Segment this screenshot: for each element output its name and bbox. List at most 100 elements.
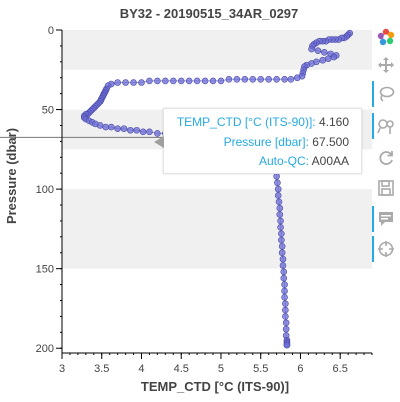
data-point [324, 55, 332, 62]
data-point [162, 77, 169, 85]
tooltip-key: Pressure [dbar]: [223, 135, 309, 149]
data-point [169, 77, 177, 85]
data-point [275, 198, 283, 206]
data-point [114, 125, 121, 132]
x-tick-label: 3.5 [94, 363, 109, 375]
data-point [273, 76, 280, 83]
data-point [278, 249, 286, 257]
data-point [154, 77, 161, 85]
data-point [114, 79, 121, 86]
data-point [274, 185, 282, 193]
y-axis-label: Pressure (dbar) [4, 128, 19, 224]
data-point [130, 79, 137, 86]
bokeh-logo-icon[interactable] [372, 24, 400, 50]
data-point [120, 125, 128, 132]
data-point [276, 204, 284, 212]
data-point [277, 224, 284, 231]
data-point [278, 243, 286, 250]
x-tick-label: 6.5 [333, 363, 348, 375]
data-point [225, 76, 233, 83]
x-tick-label: 3 [59, 363, 65, 375]
tooltip-key: TEMP_CTD [°C (ITS-90)]: [176, 115, 316, 129]
data-point [177, 77, 185, 85]
data-point [249, 76, 257, 83]
data-point [102, 123, 110, 131]
data-point [281, 294, 288, 301]
tooltip-value: A00AA [311, 154, 349, 168]
data-point [233, 76, 241, 83]
data-point [241, 76, 249, 83]
data-point [308, 45, 315, 53]
y-tick-label: 0 [48, 25, 54, 37]
data-point [217, 77, 225, 85]
data-point [193, 77, 201, 85]
data-point [282, 325, 290, 333]
tooltip-value: 67.500 [312, 135, 349, 149]
tooltip-value: 4.160 [318, 115, 349, 129]
data-point [282, 319, 290, 327]
wheel-zoom-icon[interactable] [372, 113, 400, 139]
x-tick-label: 6 [297, 363, 303, 375]
x-tick-label: 4 [138, 363, 144, 375]
data-point [280, 268, 288, 276]
data-point [127, 126, 134, 134]
data-point [96, 122, 104, 129]
data-point [282, 306, 289, 314]
data-point [321, 48, 328, 56]
data-point [280, 274, 288, 282]
data-point [282, 300, 289, 307]
hover-icon[interactable] [372, 206, 400, 232]
save-icon[interactable] [372, 175, 400, 201]
x-axis-label: TEMP_CTD [°C (ITS-90)] [141, 379, 289, 394]
chart-title: BY32 - 20190515_34AR_0297 [120, 6, 299, 21]
tooltip-row-qc: Auto-QC: A00AA [259, 154, 349, 168]
x-tick-label: 5 [218, 363, 224, 375]
reset-icon[interactable] [372, 145, 400, 171]
data-point [287, 76, 295, 83]
data-point [201, 77, 209, 85]
data-point [274, 179, 281, 187]
tooltip-key: Auto-QC: [258, 154, 309, 168]
x-tick-label: 5.5 [253, 363, 268, 375]
data-point [107, 123, 115, 131]
data-point [139, 128, 147, 136]
data-point [274, 192, 282, 199]
y-tick-label: 50 [42, 105, 54, 117]
data-point [185, 77, 193, 85]
data-point [281, 76, 288, 83]
data-point [282, 313, 289, 320]
y-tick-label: 150 [36, 264, 54, 276]
y-tick-label: 100 [36, 184, 54, 196]
data-point [319, 56, 327, 64]
data-point [277, 217, 284, 225]
data-point [281, 287, 288, 295]
data-point [122, 79, 129, 86]
tooltip-row-temp: TEMP_CTD [°C (ITS-90)]: 4.160 [177, 115, 349, 129]
data-point [293, 74, 301, 82]
data-point [273, 173, 280, 180]
lasso-select-icon[interactable] [372, 81, 400, 107]
data-point [314, 47, 322, 54]
data-point [209, 77, 217, 85]
data-point [283, 341, 291, 349]
tooltip-row-pressure: Pressure [dbar]: 67.500 [224, 135, 349, 149]
y-tick-label: 200 [36, 343, 54, 355]
background-band [62, 189, 372, 269]
pan-icon[interactable] [372, 52, 400, 78]
data-point [133, 126, 141, 134]
data-point [330, 53, 338, 61]
data-point [279, 255, 287, 263]
data-point [281, 281, 288, 288]
data-point [278, 230, 285, 237]
chart-toolbar [372, 24, 400, 274]
data-point [257, 76, 265, 83]
hover-tooltip: TEMP_CTD [°C (ITS-90)]: 4.160 Pressure [… [154, 108, 362, 174]
data-point [279, 262, 287, 269]
x-tick-label: 4.5 [174, 363, 189, 375]
crosshair-icon[interactable] [372, 236, 400, 262]
axes: 3 3.5 4 4.5 5 5.5 6 6.5 0 50 100 150 200 [36, 25, 373, 375]
tooltip-arrow [154, 136, 164, 148]
data-series[interactable] [80, 29, 354, 349]
data-point [265, 76, 272, 83]
